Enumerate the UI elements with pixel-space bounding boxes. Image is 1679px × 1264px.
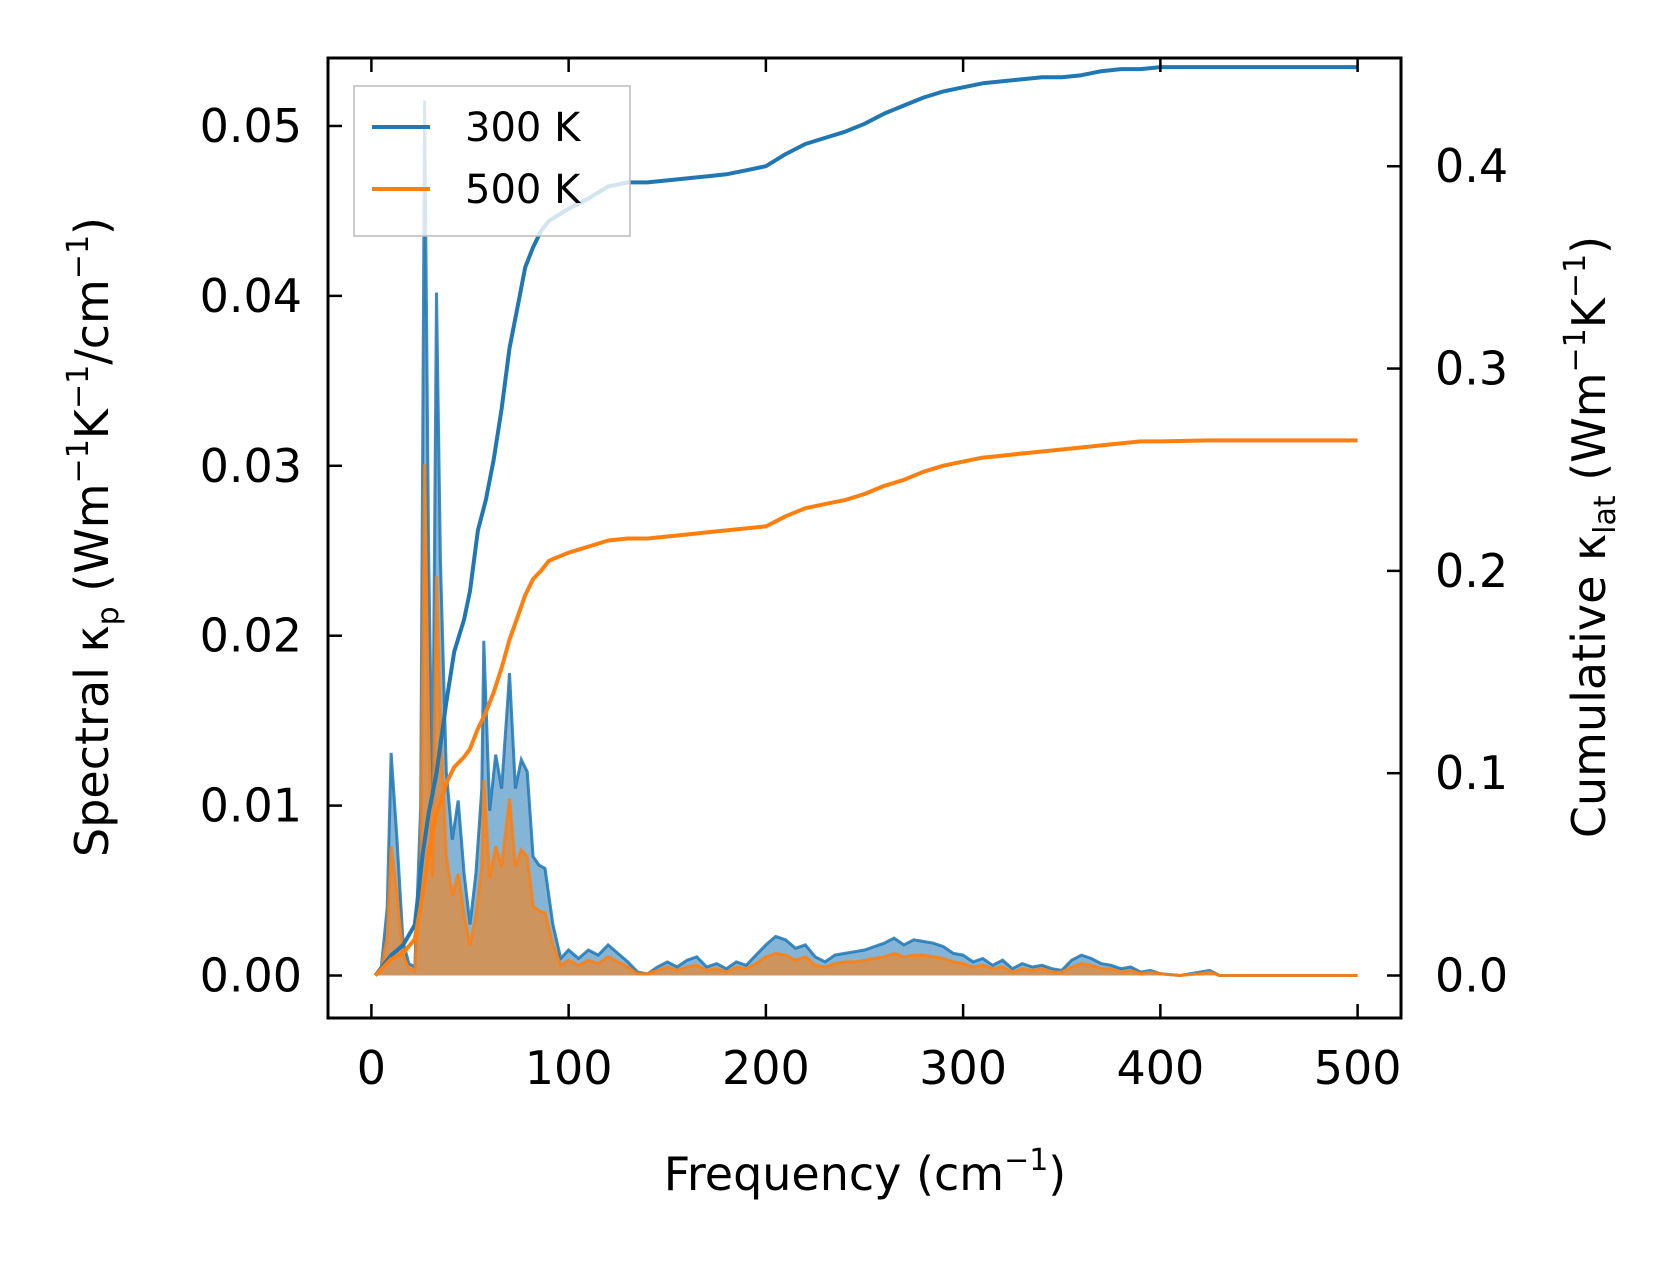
y-right-tick-label-1: 0.1 bbox=[1435, 746, 1508, 800]
y-left-tick-label-5: 0.05 bbox=[200, 99, 302, 153]
y-left-tick-label-2: 0.02 bbox=[200, 609, 302, 663]
y-left-tick-label-3: 0.03 bbox=[200, 439, 302, 493]
spectral-line-300k bbox=[374, 100, 1358, 978]
x-tick-label-500: 500 bbox=[1314, 1041, 1402, 1095]
y-right-tick-label-4: 0.4 bbox=[1435, 139, 1508, 193]
x-axis-label: Frequency (cm−1) bbox=[664, 1143, 1067, 1201]
legend-label-500k: 500 K bbox=[465, 167, 582, 213]
cumulative-line-500k bbox=[373, 438, 1358, 977]
x-tick-label-400: 400 bbox=[1116, 1041, 1204, 1095]
x-tick-label-0: 0 bbox=[357, 1041, 386, 1095]
legend-box bbox=[353, 85, 631, 237]
x-tick-label-200: 200 bbox=[722, 1041, 810, 1095]
y-left-tick-label-4: 0.04 bbox=[200, 269, 302, 323]
y-left-tick-label-1: 0.01 bbox=[200, 779, 302, 833]
series-layer bbox=[373, 65, 1358, 978]
x-tick-label-100: 100 bbox=[525, 1041, 613, 1095]
tick-layer: 0 100 200 300 400 5000.000.010.020.030.040.05… bbox=[200, 58, 1508, 1095]
y-right-tick-label-2: 0.2 bbox=[1435, 544, 1508, 598]
y-left-tick-label-0: 0.00 bbox=[200, 949, 302, 1003]
legend: 300 K 500 K bbox=[353, 85, 631, 237]
spectral-line-500k bbox=[374, 464, 1358, 978]
y-axis-label-left: Spectral κp (Wm−1K−1/cm−1) bbox=[61, 217, 126, 857]
plot-frame bbox=[326, 56, 1403, 1020]
legend-label-300k: 300 K bbox=[465, 105, 582, 151]
y-right-tick-label-3: 0.3 bbox=[1435, 342, 1508, 396]
spectral-area-500k bbox=[375, 464, 1358, 976]
y-axis-label-right: Cumulative κlat (Wm−1K−1) bbox=[1558, 236, 1623, 838]
y-right-tick-label-0: 0.0 bbox=[1435, 949, 1508, 1003]
cumulative-line-300k bbox=[373, 65, 1358, 977]
x-tick-label-300: 300 bbox=[919, 1041, 1007, 1095]
